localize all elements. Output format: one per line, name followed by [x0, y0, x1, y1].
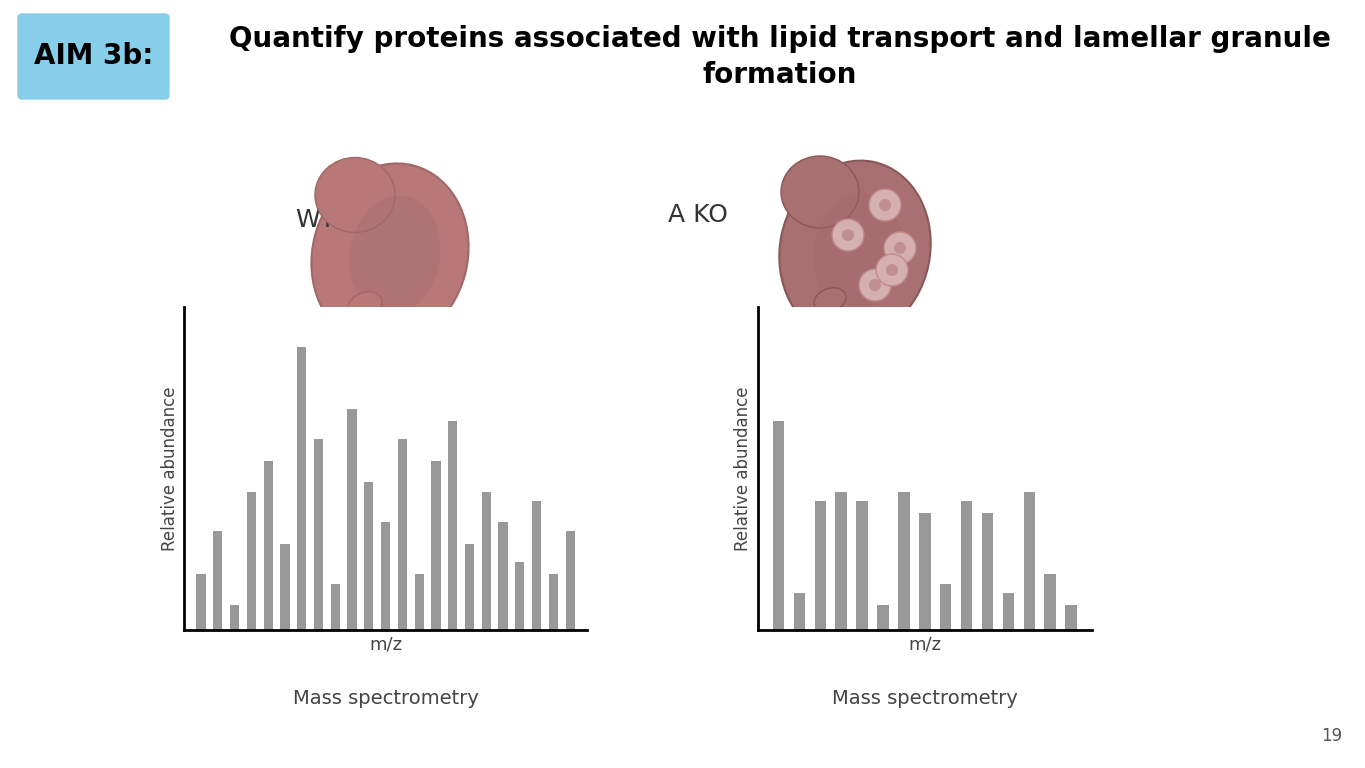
- Bar: [280, 544, 289, 630]
- X-axis label: m/z: m/z: [369, 635, 403, 654]
- Bar: [213, 531, 222, 630]
- FancyBboxPatch shape: [18, 14, 169, 99]
- Ellipse shape: [348, 292, 382, 318]
- Bar: [197, 574, 206, 630]
- Bar: [815, 501, 826, 630]
- Circle shape: [859, 269, 891, 301]
- Bar: [415, 574, 423, 630]
- Circle shape: [885, 232, 916, 264]
- Bar: [348, 409, 356, 630]
- Text: WT: WT: [295, 208, 336, 232]
- Bar: [773, 421, 785, 630]
- Ellipse shape: [315, 157, 394, 233]
- Bar: [961, 501, 972, 630]
- Bar: [397, 439, 407, 630]
- Bar: [549, 574, 558, 630]
- Bar: [247, 492, 257, 630]
- Circle shape: [833, 219, 864, 251]
- Bar: [919, 513, 931, 630]
- Bar: [515, 562, 524, 630]
- Ellipse shape: [349, 195, 441, 315]
- Ellipse shape: [814, 288, 846, 312]
- Bar: [381, 522, 390, 630]
- Bar: [532, 501, 542, 630]
- Bar: [898, 492, 909, 630]
- Ellipse shape: [311, 164, 468, 346]
- Y-axis label: Relative abundance: Relative abundance: [161, 386, 179, 551]
- Bar: [298, 347, 306, 630]
- Y-axis label: Relative abundance: Relative abundance: [734, 386, 752, 551]
- Bar: [793, 593, 805, 630]
- Bar: [940, 584, 951, 630]
- Bar: [1024, 492, 1035, 630]
- Circle shape: [870, 279, 880, 291]
- Bar: [465, 544, 474, 630]
- Bar: [330, 584, 340, 630]
- Ellipse shape: [779, 161, 931, 339]
- Bar: [856, 501, 868, 630]
- Circle shape: [870, 189, 901, 221]
- Ellipse shape: [781, 156, 859, 228]
- Bar: [314, 439, 324, 630]
- Bar: [448, 421, 457, 630]
- Text: Mass spectrometry: Mass spectrometry: [292, 690, 479, 708]
- Ellipse shape: [814, 194, 902, 310]
- Text: AIM 3b:: AIM 3b:: [34, 42, 153, 71]
- Circle shape: [894, 242, 906, 254]
- Circle shape: [876, 254, 908, 286]
- Bar: [1044, 574, 1057, 630]
- Text: 19: 19: [1321, 727, 1342, 745]
- Bar: [835, 492, 846, 630]
- Bar: [498, 522, 508, 630]
- Bar: [263, 461, 273, 630]
- Text: Quantify proteins associated with lipid transport and lamellar granule
formation: Quantify proteins associated with lipid …: [229, 25, 1331, 89]
- Circle shape: [842, 229, 854, 241]
- Bar: [431, 461, 441, 630]
- Bar: [1003, 593, 1014, 630]
- Text: Mass spectrometry: Mass spectrometry: [831, 690, 1018, 708]
- X-axis label: m/z: m/z: [908, 635, 942, 654]
- Text: A KO: A KO: [667, 203, 728, 227]
- Bar: [482, 492, 491, 630]
- Bar: [565, 531, 575, 630]
- Bar: [878, 605, 889, 630]
- Bar: [364, 482, 374, 630]
- Circle shape: [879, 199, 891, 211]
- Bar: [1065, 605, 1077, 630]
- Bar: [229, 605, 239, 630]
- Bar: [981, 513, 994, 630]
- Circle shape: [886, 264, 898, 276]
